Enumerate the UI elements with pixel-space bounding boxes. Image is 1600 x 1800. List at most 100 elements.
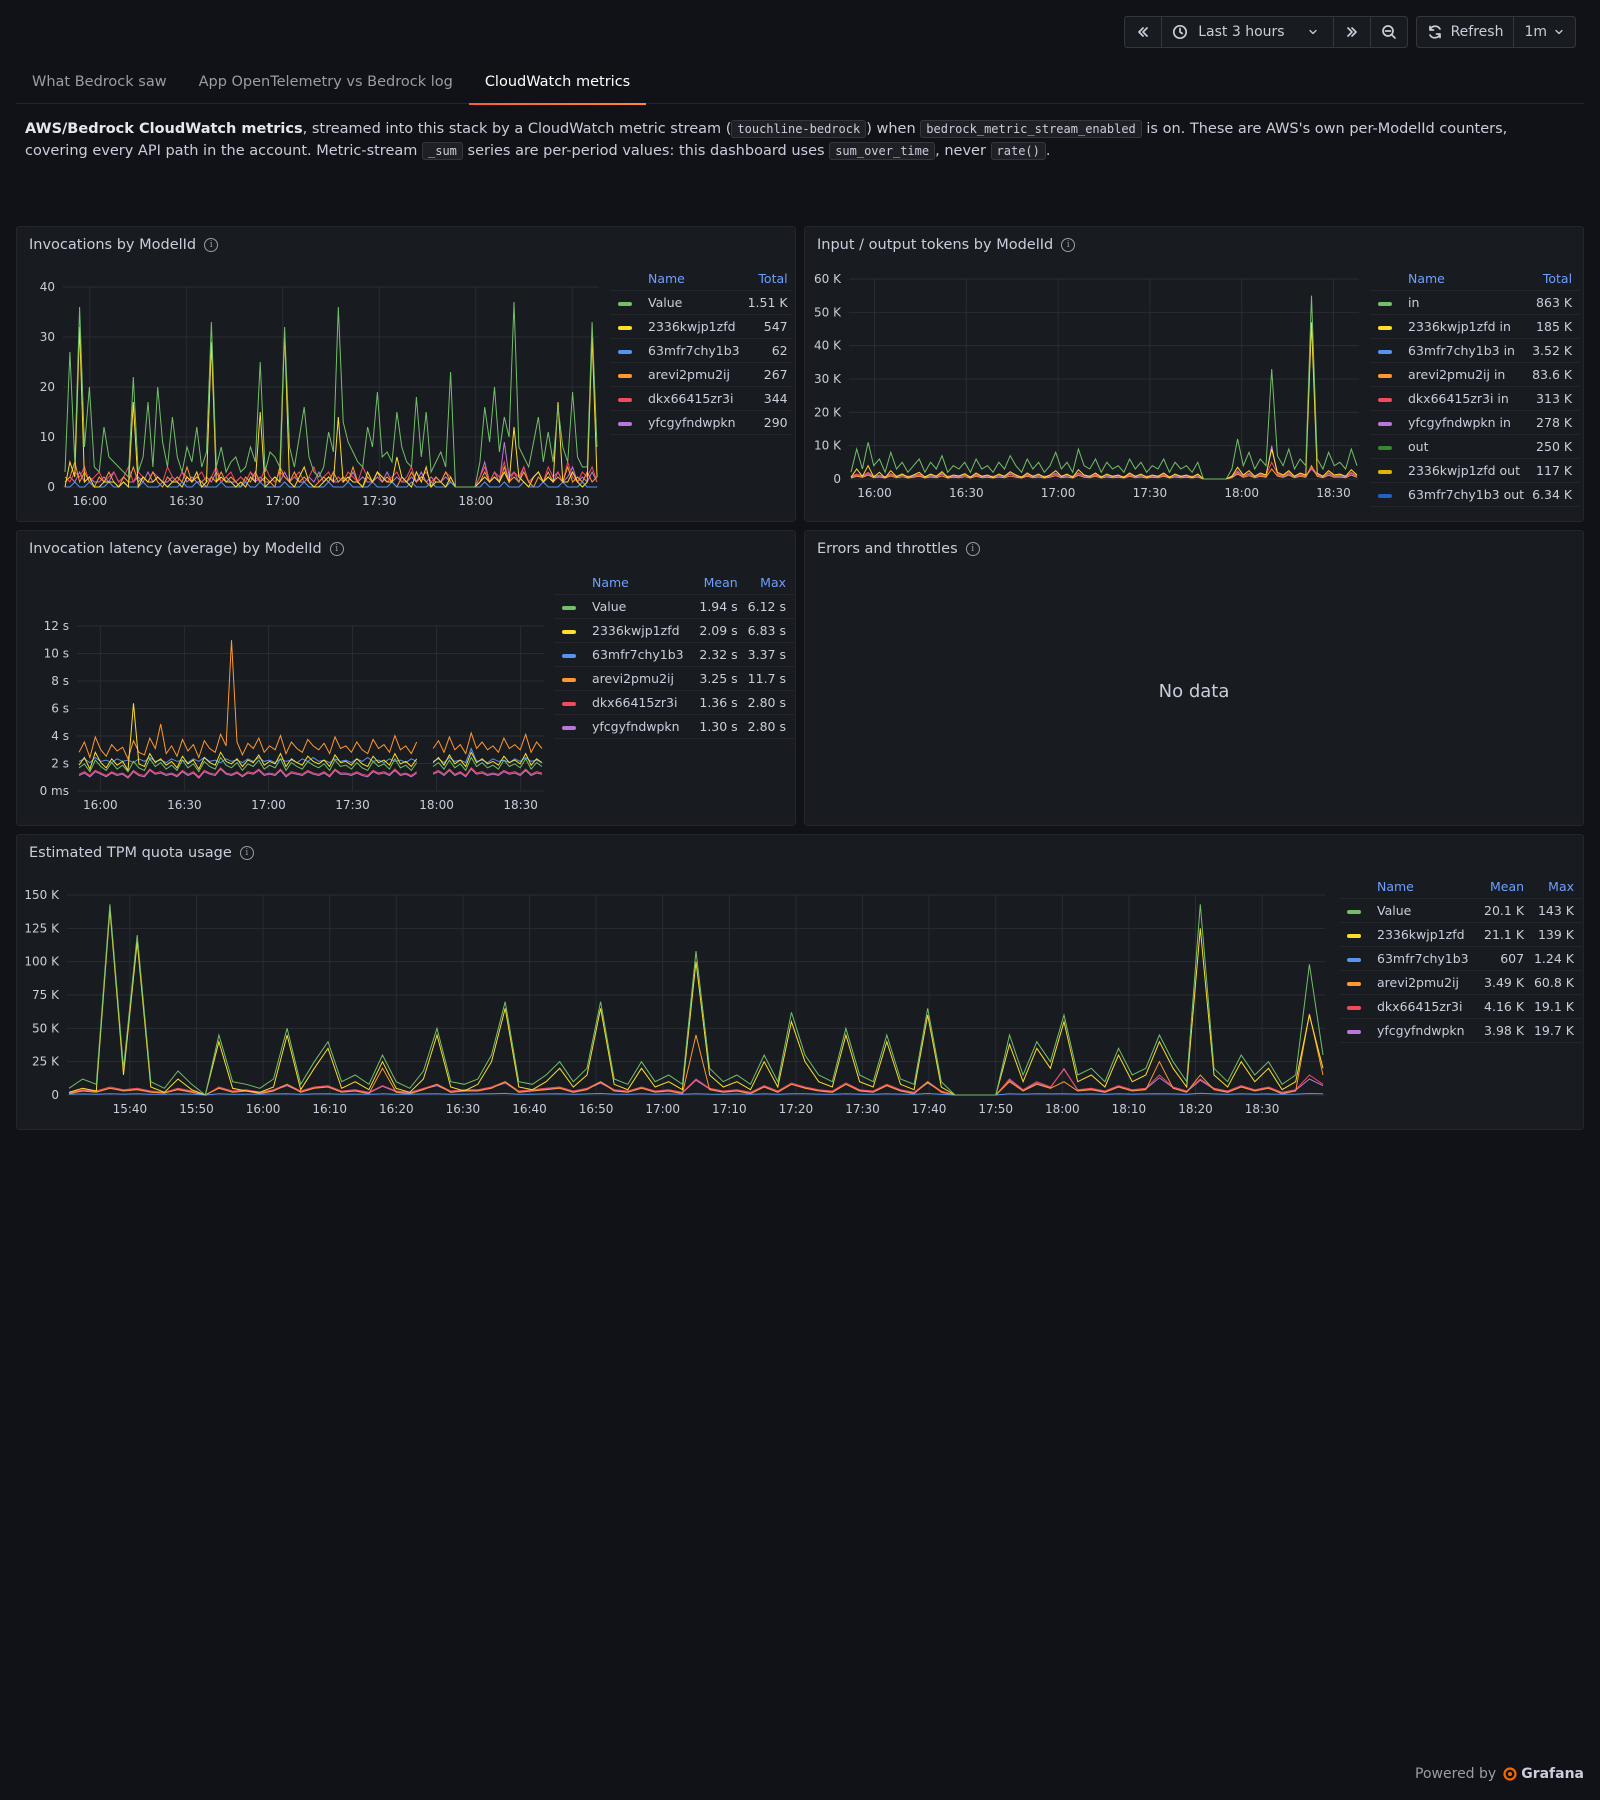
powered-by-text: Powered by bbox=[1415, 1766, 1497, 1782]
tab-cloudwatch-metrics[interactable]: CloudWatch metrics bbox=[468, 66, 647, 105]
legend-header-max[interactable]: Max bbox=[745, 571, 794, 595]
legend-row[interactable]: 2336kwjp1zfd out 117 K bbox=[1370, 458, 1580, 483]
legend-row[interactable]: 2336kwjp1zfd 2.09 s 6.83 s bbox=[554, 618, 794, 643]
x-tick-label: 17:00 bbox=[645, 1102, 680, 1116]
legend-header-name[interactable]: Name bbox=[1370, 267, 1533, 291]
legend-total-value: 3.52 K bbox=[1532, 338, 1580, 363]
legend-row[interactable]: 2336kwjp1zfd in 185 K bbox=[1370, 314, 1580, 339]
legend-max-value: 19.1 K bbox=[1532, 994, 1582, 1019]
legend-row[interactable]: dkx66415zr3i 4.16 K 19.1 K bbox=[1339, 994, 1582, 1019]
panel-title[interactable]: Input / output tokens by ModelId i bbox=[817, 237, 1076, 253]
legend-series-name: Value bbox=[554, 594, 698, 619]
panel-title[interactable]: Errors and throttles i bbox=[817, 541, 980, 557]
legend-row[interactable]: Value 20.1 K 143 K bbox=[1339, 898, 1582, 923]
info-icon[interactable]: i bbox=[239, 846, 254, 860]
legend-row[interactable]: arevi2pmu2ij in 83.6 K bbox=[1370, 362, 1580, 387]
grafana-link[interactable]: Grafana bbox=[1502, 1766, 1584, 1782]
refresh-button[interactable]: Refresh bbox=[1417, 17, 1515, 47]
legend-label: arevi2pmu2ij bbox=[592, 671, 674, 686]
legend-row[interactable]: in 863 K bbox=[1370, 290, 1580, 315]
legend-row[interactable]: 63mfr7chy1b3 out 6.34 K bbox=[1370, 482, 1580, 507]
y-tick-label: 50 K bbox=[32, 1021, 60, 1035]
legend-total-value: 863 K bbox=[1532, 290, 1580, 315]
legend-row[interactable]: 63mfr7chy1b3 62 bbox=[610, 338, 792, 363]
clock-icon bbox=[1173, 24, 1188, 40]
legend-mean-value: 3.49 K bbox=[1482, 970, 1533, 995]
info-icon[interactable]: i bbox=[204, 238, 219, 252]
tab-bar: What Bedrock saw App OpenTelemetry vs Be… bbox=[16, 66, 1584, 105]
legend-total-value: 185 K bbox=[1532, 314, 1580, 339]
legend-row[interactable]: 63mfr7chy1b3 in 3.52 K bbox=[1370, 338, 1580, 363]
legend-series-name: yfcgyfndwpkn bbox=[1339, 1018, 1483, 1043]
legend-total-value: 117 K bbox=[1532, 458, 1580, 483]
panel-title[interactable]: Invocations by ModelId i bbox=[29, 237, 219, 253]
legend-header-name[interactable]: Name bbox=[1339, 875, 1483, 899]
tab-app-opentelemetry-vs-bedrock-log[interactable]: App OpenTelemetry vs Bedrock log bbox=[198, 74, 453, 90]
legend-swatch bbox=[1378, 373, 1392, 378]
y-tick-label: 2 s bbox=[51, 757, 69, 771]
legend-header-name[interactable]: Name bbox=[610, 267, 748, 291]
legend-label: arevi2pmu2ij bbox=[1377, 975, 1459, 990]
x-tick-label: 15:40 bbox=[113, 1102, 148, 1116]
legend-mean-value: 2.32 s bbox=[697, 642, 746, 667]
legend-series-name: Value bbox=[1339, 898, 1483, 923]
legend-row[interactable]: out 250 K bbox=[1370, 434, 1580, 459]
legend-label: dkx66415zr3i in bbox=[1408, 391, 1509, 406]
legend-row[interactable]: 2336kwjp1zfd 21.1 K 139 K bbox=[1339, 922, 1582, 947]
legend-row[interactable]: 63mfr7chy1b3 607 1.24 K bbox=[1339, 946, 1582, 971]
legend-header-mean[interactable]: Mean bbox=[1482, 875, 1533, 899]
tab-what-bedrock-saw[interactable]: What Bedrock saw bbox=[32, 74, 167, 90]
legend-max-value: 60.8 K bbox=[1532, 970, 1582, 995]
legend-swatch bbox=[1347, 933, 1361, 938]
legend-swatch bbox=[1378, 421, 1392, 426]
series-dkx66415zr3i bbox=[78, 767, 543, 778]
legend-series-name: 63mfr7chy1b3 out bbox=[1370, 482, 1533, 507]
legend-max-value: 11.7 s bbox=[745, 666, 794, 691]
legend-header-total[interactable]: Total bbox=[1532, 267, 1580, 291]
legend-row[interactable]: Value 1.51 K bbox=[610, 290, 792, 315]
zoom-out-button[interactable] bbox=[1371, 17, 1407, 47]
refresh-interval-picker[interactable]: 1m bbox=[1514, 17, 1575, 47]
legend-mean-value: 1.36 s bbox=[697, 690, 746, 715]
legend-mean-value: 2.09 s bbox=[697, 618, 746, 643]
legend-row[interactable]: arevi2pmu2ij 3.25 s 11.7 s bbox=[554, 666, 794, 691]
info-icon[interactable]: i bbox=[1061, 238, 1076, 252]
info-icon[interactable]: i bbox=[965, 542, 980, 556]
series-2336kwjp1zfd bbox=[68, 909, 1324, 1096]
shift-forward-button[interactable] bbox=[1334, 17, 1371, 47]
legend-row[interactable]: yfcgyfndwpkn 3.98 K 19.7 K bbox=[1339, 1018, 1582, 1043]
panel-title[interactable]: Invocation latency (average) by ModelId … bbox=[29, 541, 344, 557]
panel-title[interactable]: Estimated TPM quota usage i bbox=[29, 845, 254, 861]
shift-back-button[interactable] bbox=[1125, 17, 1163, 47]
panel-title-text: Invocation latency (average) by ModelId bbox=[29, 541, 322, 557]
legend-row[interactable]: dkx66415zr3i 1.36 s 2.80 s bbox=[554, 690, 794, 715]
legend-row[interactable]: arevi2pmu2ij 267 bbox=[610, 362, 792, 387]
series-line bbox=[432, 768, 543, 778]
info-icon[interactable]: i bbox=[329, 542, 344, 556]
x-tick-label: 17:20 bbox=[779, 1102, 814, 1116]
legend-row[interactable]: yfcgyfndwpkn 1.30 s 2.80 s bbox=[554, 714, 794, 739]
grid bbox=[67, 894, 1325, 1096]
x-tick-label: 18:00 bbox=[458, 494, 493, 508]
description-text: is on. These are AWS's own per-ModelId c… bbox=[25, 121, 1508, 159]
legend-header-total[interactable]: Total bbox=[747, 267, 792, 291]
legend-row[interactable]: yfcgyfndwpkn in 278 K bbox=[1370, 410, 1580, 435]
x-tick-label: 16:30 bbox=[169, 494, 204, 508]
legend-row[interactable]: arevi2pmu2ij 3.49 K 60.8 K bbox=[1339, 970, 1582, 995]
y-tick-label: 10 bbox=[40, 430, 55, 444]
legend-row[interactable]: dkx66415zr3i in 313 K bbox=[1370, 386, 1580, 411]
legend-header-name[interactable]: Name bbox=[554, 571, 698, 595]
panel-invocations: Invocations by ModelId i 0 10 20 30 40 16:00 1… bbox=[16, 226, 796, 522]
legend-row[interactable]: yfcgyfndwpkn 290 bbox=[610, 410, 792, 435]
time-range-picker[interactable]: Last 3 hours bbox=[1162, 17, 1334, 47]
legend-row[interactable]: 63mfr7chy1b3 2.32 s 3.37 s bbox=[554, 642, 794, 667]
refresh-group: Refresh 1m bbox=[1415, 16, 1576, 48]
legend-header-max[interactable]: Max bbox=[1532, 875, 1582, 899]
legend-swatch bbox=[618, 301, 632, 306]
legend-header-mean[interactable]: Mean bbox=[697, 571, 746, 595]
legend-row[interactable]: Value 1.94 s 6.12 s bbox=[554, 594, 794, 619]
legend-row[interactable]: dkx66415zr3i 344 bbox=[610, 386, 792, 411]
series-2336kwjp1zfd bbox=[64, 326, 598, 489]
latency-legend: Name Mean Max Value 1.94 s 6.12 s 2336kwjp1… bbox=[554, 571, 794, 739]
legend-row[interactable]: 2336kwjp1zfd 547 bbox=[610, 314, 792, 339]
